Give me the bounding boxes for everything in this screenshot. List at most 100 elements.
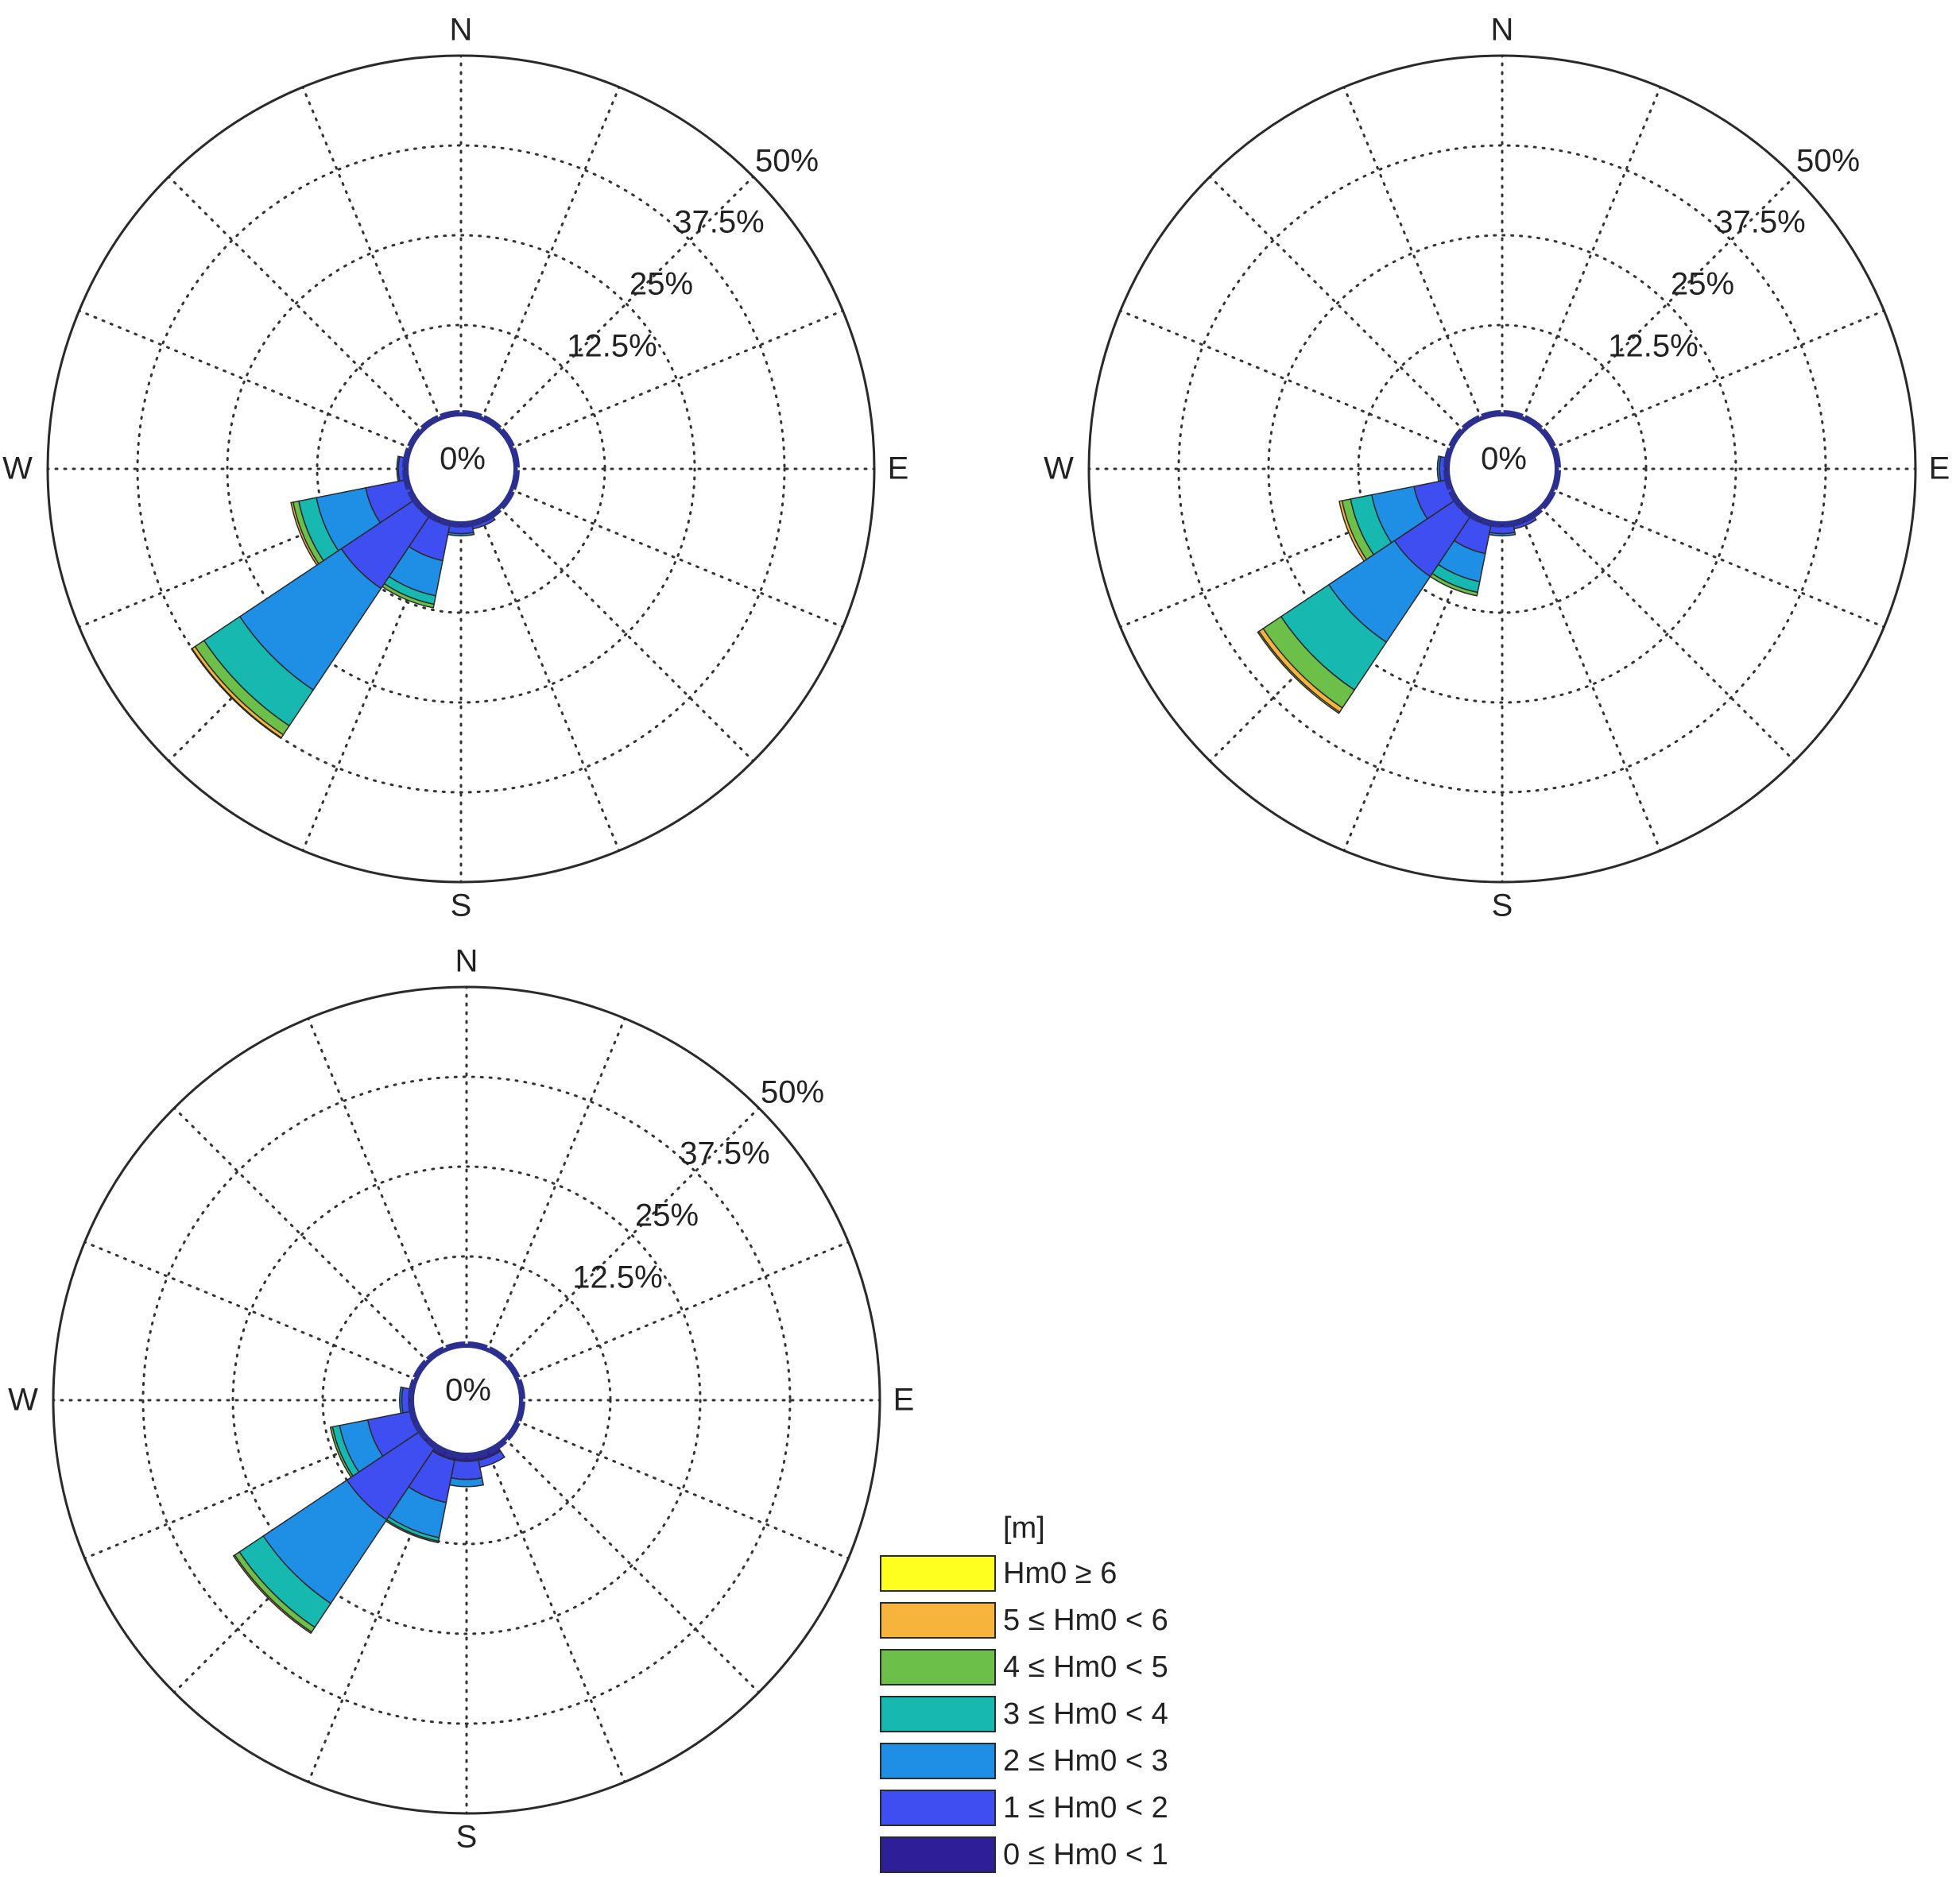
legend-swatch-5 (880, 1790, 996, 1826)
calm-tick (413, 1359, 428, 1379)
legend-label-6: 0 ≤ Hm0 < 1 (1003, 1838, 1168, 1871)
sector-bar-180-bin-2 (447, 532, 475, 536)
grid-spoke (1521, 86, 1662, 420)
grid-spoke (172, 1437, 430, 1694)
sector-bar-157.5-bin-1 (478, 1450, 505, 1469)
sector-bar-247.5-bin-5 (1338, 500, 1368, 563)
legend-swatch-2 (880, 1649, 996, 1685)
grid-ring-2 (231, 1165, 702, 1635)
grid-spoke (83, 1240, 418, 1381)
radial-label-1: 12.5% (567, 329, 657, 364)
legend-swatch-6 (880, 1836, 996, 1873)
sector-bar-270-bin-2 (1436, 455, 1442, 482)
sector-bar-180-bin-2 (1488, 532, 1516, 536)
grid-spoke (498, 175, 755, 432)
inner-circle (1447, 413, 1558, 524)
grid-spoke (486, 1017, 626, 1352)
calm-tick (1448, 428, 1463, 447)
grid-spoke (503, 1106, 761, 1364)
radial-label-0: 0% (440, 442, 486, 477)
calm-tick (407, 490, 422, 510)
grid-spoke (83, 1419, 418, 1560)
legend-swatch-3 (880, 1696, 996, 1732)
radial-label-4: 50% (1796, 144, 1860, 179)
compass-west: W (1044, 451, 1074, 486)
grid-spoke (301, 86, 442, 420)
outer-circle (52, 985, 881, 1815)
legend-label-3: 3 ≤ Hm0 < 4 (1003, 1697, 1168, 1731)
grid-spoke (509, 309, 844, 450)
grid-spoke (480, 517, 621, 852)
calm-tick (1541, 428, 1556, 447)
grid-spoke (1551, 309, 1885, 450)
compass-east: E (1929, 451, 1950, 486)
grid-spoke (301, 517, 442, 852)
grid-spoke (1119, 309, 1454, 450)
legend-label-4: 2 ≤ Hm0 < 3 (1003, 1744, 1168, 1778)
calm-tick (425, 1439, 445, 1454)
compass-north: N (455, 944, 478, 979)
radial-label-2: 25% (1671, 267, 1734, 302)
grid-spoke (167, 505, 424, 763)
wave-rose-top-left: 0% 12.5% 25% 37.5% 50% N S E W (2, 13, 908, 923)
calm-tick (420, 415, 440, 430)
calm-tick (488, 1439, 508, 1454)
compass-south: S (451, 888, 472, 923)
grid-spoke (1539, 175, 1796, 432)
grid-spoke (307, 1449, 447, 1783)
legend-swatch-4 (880, 1743, 996, 1779)
inner-circle (405, 413, 517, 524)
legend-swatch-0 (880, 1555, 996, 1592)
radial-label-2: 25% (629, 267, 693, 302)
calm-tick (505, 1422, 521, 1442)
grid-spoke (167, 175, 424, 432)
inner-circle (411, 1345, 522, 1456)
grid-ring-2 (1267, 234, 1737, 704)
grid-ring-2 (226, 234, 696, 704)
calm-tick (1541, 490, 1556, 510)
sector-bar-180-bin-2 (448, 1476, 485, 1488)
legend-label-1: 5 ≤ Hm0 < 6 (1003, 1604, 1168, 1637)
legend: [m] Hm0 ≥ 6 5 ≤ Hm0 < 6 4 ≤ Hm0 < 5 3 ≤ Hm0 … (880, 1511, 1168, 1873)
radial-label-2: 25% (635, 1198, 699, 1233)
calm-tick (1524, 508, 1544, 523)
grid-spoke (503, 1437, 761, 1694)
radial-label-1: 12.5% (1608, 329, 1698, 364)
compass-south: S (1492, 888, 1513, 923)
sector-bar-247.5-bin-5 (290, 501, 320, 567)
grid-spoke (1208, 175, 1466, 432)
grid-spoke (1119, 488, 1454, 629)
grid-spoke (78, 488, 413, 629)
radial-label-0: 0% (445, 1373, 491, 1408)
radial-label-0: 0% (1481, 442, 1527, 477)
calm-tick (482, 415, 502, 430)
outer-circle (46, 54, 876, 884)
compass-west: W (8, 1383, 38, 1418)
calm-tick (1448, 490, 1463, 510)
calm-tick (1461, 508, 1481, 523)
sector-bar-225-bin-5 (232, 1554, 313, 1635)
calm-tick (407, 428, 422, 447)
grid-spoke (486, 1449, 626, 1783)
outer-circle (1087, 54, 1917, 884)
grid-spoke (498, 505, 755, 763)
calm-tick (413, 1422, 428, 1442)
wave-rose-bottom-left: 0% 12.5% 25% 37.5% 50% N S E W (8, 944, 914, 1855)
sector-bar-270-bin-2 (399, 1386, 404, 1415)
calm-tick (1461, 415, 1481, 430)
sector-bar-247.5-bin-4 (329, 1426, 354, 1479)
sector-bar-202.5-bin-4 (381, 582, 435, 609)
compass-east: E (893, 1383, 915, 1418)
calm-tick (500, 428, 515, 447)
grid-spoke (509, 488, 844, 629)
sector-bar-202.5-bin-4 (1429, 572, 1478, 597)
sector-bar-225-bin-6 (1257, 630, 1341, 714)
grid-spoke (1539, 505, 1796, 763)
wave-rose-top-right: 0% 12.5% 25% 37.5% 50% N S E W (1044, 13, 1950, 923)
legend-label-0: Hm0 ≥ 6 (1003, 1557, 1117, 1590)
compass-north: N (1491, 13, 1514, 48)
grid-spoke (515, 1240, 850, 1381)
legend-unit: [m] (1003, 1511, 1045, 1545)
radial-label-4: 50% (761, 1075, 824, 1110)
